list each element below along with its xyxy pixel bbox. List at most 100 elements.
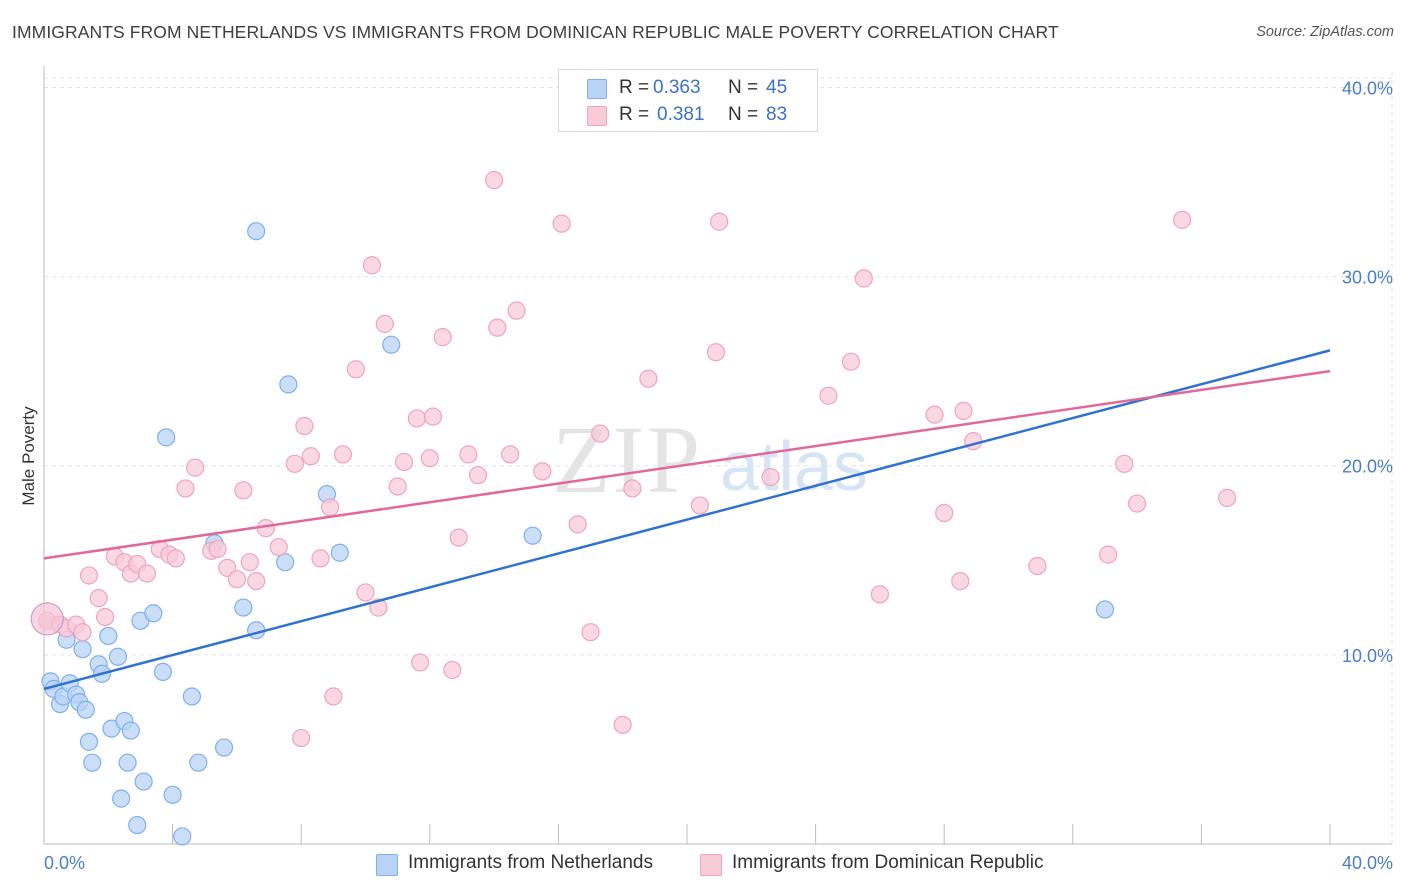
dominican-point [269, 537, 288, 557]
dominican-point [581, 623, 600, 642]
dominican-point [30, 602, 64, 636]
netherlands-point [108, 647, 128, 666]
dominican-point [321, 498, 340, 517]
netherlands-point [76, 700, 95, 719]
netherlands-point [144, 604, 163, 623]
dominican-point [854, 269, 873, 288]
x-tick-label: 40.0% [1342, 853, 1393, 873]
dominican-point [710, 212, 729, 231]
dominican-point [925, 405, 944, 424]
dominican-point [333, 445, 353, 464]
dominican-point [488, 318, 507, 337]
netherlands-point [163, 785, 182, 804]
dominican-point [706, 343, 726, 362]
dominican-point [247, 572, 266, 591]
netherlands-point [118, 753, 137, 772]
dominican-point [639, 369, 658, 388]
gridlines [44, 72, 1393, 844]
x-tick-label: 0.0% [44, 853, 85, 873]
dominican-point [375, 314, 394, 333]
dominican-point [227, 570, 246, 589]
dominican-point [420, 449, 439, 468]
watermark-atlas: atlas [720, 427, 868, 505]
dominican-point [1115, 454, 1134, 473]
dominican-point [362, 256, 382, 275]
dominican-point [369, 598, 388, 617]
dominican-point [449, 528, 468, 547]
bottom-legend-swatch-dominican [700, 854, 722, 876]
y-tick-label: 20.0% [1342, 457, 1393, 477]
dominican-trend-line [43, 369, 1331, 560]
dominican-point [1028, 556, 1047, 576]
dominican-point [841, 352, 861, 371]
axes [43, 66, 1392, 845]
netherlands-point [330, 543, 349, 562]
watermark: ZIP atlas [552, 406, 868, 513]
dominican-point [234, 481, 253, 500]
dominican-point [311, 549, 330, 568]
legend-r-value: 0.381 [657, 104, 705, 125]
dominican-point [73, 623, 92, 642]
dominican-point [285, 454, 304, 473]
dominican-point [533, 462, 552, 481]
netherlands-point [157, 428, 176, 447]
netherlands-point [173, 827, 192, 846]
trend-lines [43, 349, 1331, 691]
netherlands-point [234, 598, 253, 617]
legend-r-label: R = [619, 104, 650, 125]
netherlands-point [83, 753, 102, 772]
chart-title: IMMIGRANTS FROM NETHERLANDS VS IMMIGRANT… [12, 22, 1059, 42]
dominican-point [1173, 210, 1192, 229]
dominican-point [761, 467, 780, 487]
dominican-point [591, 424, 610, 443]
dominican-point [568, 515, 587, 534]
netherlands-point [382, 335, 401, 354]
netherlands-point [182, 687, 201, 706]
dominican-point [324, 687, 343, 706]
dominican-point [95, 607, 115, 627]
y-axis-title: Male Poverty [19, 406, 38, 506]
legend: R = 0.363 N = 45 R = 0.381 N = 83 [558, 69, 818, 132]
bottom-legend-label-netherlands: Immigrants from Netherlands [408, 852, 653, 873]
netherlands-point [99, 626, 118, 646]
dominican-point [690, 496, 709, 515]
netherlands-point [73, 640, 92, 659]
dominican-point [870, 585, 890, 604]
watermark-zip: ZIP [552, 406, 702, 513]
bottom-legend-swatch-netherlands [376, 854, 398, 876]
y-tick-label: 30.0% [1342, 268, 1393, 288]
netherlands-point [247, 222, 266, 241]
dominican-point [459, 445, 478, 464]
legend-r-label: R = [619, 77, 650, 98]
netherlands-point [189, 753, 208, 772]
dominican-point [623, 479, 642, 498]
source-label: Source: ZipAtlas.com [1256, 24, 1394, 40]
netherlands-point [279, 375, 298, 394]
legend-swatch-dominican [587, 106, 607, 126]
legend-n-value: 83 [766, 104, 788, 125]
y-tick-label: 10.0% [1342, 646, 1393, 666]
dominican-point [89, 589, 108, 608]
dominican-point [1127, 494, 1147, 513]
netherlands-point [1095, 600, 1115, 619]
legend-n-label: N = [728, 104, 759, 125]
dominican-point [819, 386, 838, 405]
dominican-point [137, 564, 156, 583]
dominican-point [485, 171, 504, 190]
bottom-legend-label-dominican: Immigrants from Dominican Republic [732, 852, 1044, 873]
legend-swatch-netherlands [587, 79, 607, 99]
netherlands-point [523, 526, 542, 545]
legend-n-label: N = [728, 77, 759, 98]
tick-labels: 10.0% 20.0% 30.0% 40.0% 0.0% 40.0% [44, 78, 1393, 873]
netherlands-point [276, 553, 295, 572]
dominican-point [356, 583, 375, 602]
dominican-point [394, 452, 414, 472]
dominican-point [292, 728, 311, 748]
dominican-point [166, 549, 185, 568]
netherlands-point [112, 789, 131, 808]
netherlands-point [121, 721, 140, 740]
dominican-point [240, 553, 259, 572]
dominican-point [552, 214, 571, 233]
dominican-point [507, 301, 526, 320]
